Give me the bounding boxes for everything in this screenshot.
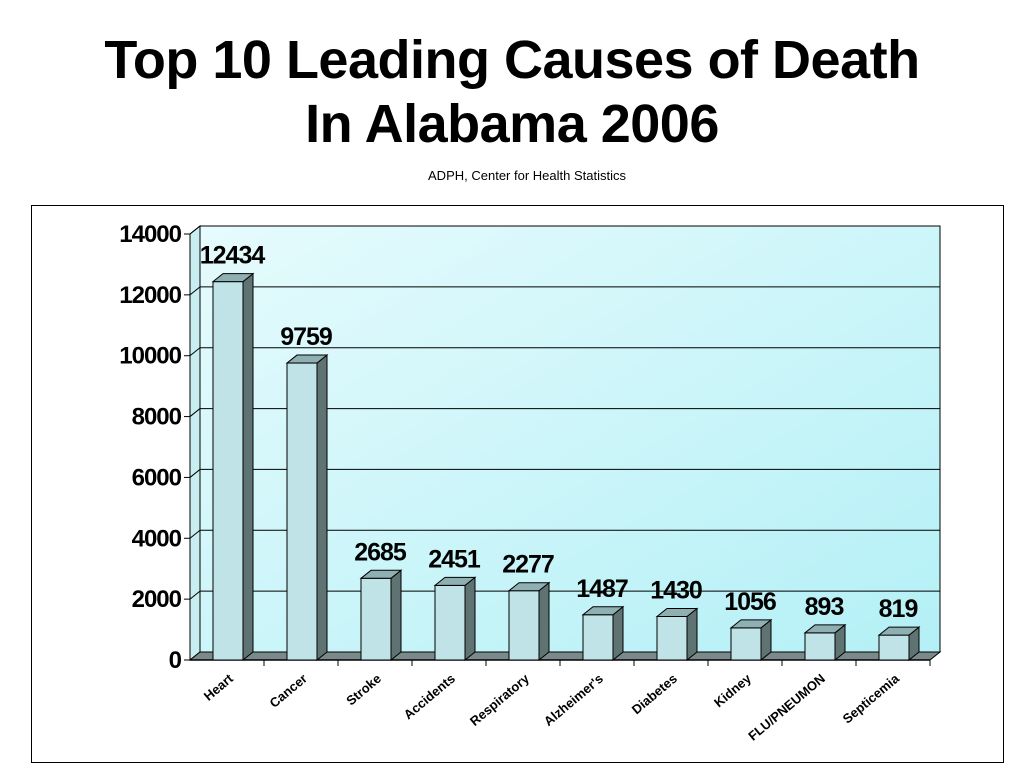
data-label: 2277 <box>502 551 554 579</box>
bar <box>877 626 921 662</box>
gridline-side <box>189 225 201 235</box>
bar-front <box>212 281 244 661</box>
chart-title-line-1: Top 10 Leading Causes of Death <box>104 30 920 90</box>
bar-top <box>581 606 625 616</box>
chart-subtitle: ADPH, Center for Health Statistics <box>428 168 626 183</box>
gridline-side <box>189 286 201 296</box>
bar-front <box>286 362 318 661</box>
y-tick-label: 12000 <box>119 282 181 309</box>
data-label: 1487 <box>576 575 628 603</box>
y-tick-labels: 0 2000 4000 6000 8000 10000 12000 14000 <box>119 221 182 674</box>
y-tick-label: 0 <box>169 647 182 674</box>
category-label: Cancer <box>267 671 310 711</box>
bar-side <box>612 605 624 662</box>
bar <box>803 623 847 662</box>
bar-side <box>464 576 476 662</box>
bars <box>211 272 921 662</box>
data-label: 1430 <box>650 576 702 604</box>
y-tick-label: 10000 <box>119 343 181 370</box>
bar-side <box>686 607 698 662</box>
bar <box>507 581 551 662</box>
bar-side <box>316 354 328 662</box>
category-label: Septicemia <box>840 670 903 726</box>
bar-top <box>507 582 551 592</box>
bar <box>433 576 477 662</box>
bar-side <box>390 569 402 662</box>
data-label: 12434 <box>200 242 266 270</box>
bar-front <box>804 632 836 661</box>
data-label: 2685 <box>354 538 407 566</box>
category-label: Diabetes <box>629 671 680 717</box>
data-label: 9759 <box>280 323 332 351</box>
category-label: Heart <box>201 670 237 703</box>
bar <box>729 618 773 662</box>
gridline-side <box>189 469 201 478</box>
bar-top <box>211 273 255 283</box>
bar-front <box>582 614 614 661</box>
bar-top <box>285 354 329 364</box>
category-label: Respiratory <box>467 670 533 728</box>
bar-side <box>538 581 550 662</box>
chart-title-line-2: In Alabama 2006 <box>305 94 719 154</box>
bar-front <box>508 590 540 661</box>
bar <box>285 354 329 662</box>
category-label: FLU/PNEUMON <box>745 671 828 744</box>
bar-top <box>655 607 699 617</box>
bar-top <box>729 619 773 629</box>
bar-front <box>656 615 688 661</box>
y-tick-label: 8000 <box>132 404 182 431</box>
gridline-side <box>189 408 201 417</box>
data-label: 819 <box>879 595 918 623</box>
data-label: 2451 <box>428 545 481 573</box>
bar-top <box>803 624 847 634</box>
bar <box>581 605 625 662</box>
y-tick-label: 14000 <box>119 221 181 248</box>
bar-top <box>433 576 477 586</box>
chart-title: Top 10 Leading Causes of Death In Alabam… <box>0 28 1024 156</box>
category-label: Stroke <box>343 671 384 709</box>
data-label: 1056 <box>724 588 776 616</box>
category-labels: Heart Cancer Stroke Accidents Respiratory Alz… <box>201 670 903 743</box>
bar <box>211 272 255 662</box>
bar-front <box>434 584 466 661</box>
bar-top <box>359 569 403 579</box>
category-label: Accidents <box>401 671 458 722</box>
bar-top <box>877 626 921 636</box>
y-tick-label: 2000 <box>132 586 182 613</box>
gridline-side <box>189 529 201 539</box>
category-label: Alzheimer's <box>541 671 606 729</box>
y-tick-label: 6000 <box>132 464 182 491</box>
bar-front <box>878 634 910 661</box>
gridline-side <box>189 590 201 600</box>
data-labels: 12434 9759 2685 2451 2277 1487 1430 1056 893 819 <box>200 242 919 623</box>
bar <box>655 607 699 662</box>
category-label: Kidney <box>711 670 754 710</box>
bar-front <box>360 577 392 661</box>
bar-front <box>730 627 762 661</box>
gridline-side <box>189 347 201 357</box>
bar <box>359 569 403 662</box>
bar-side <box>242 272 254 662</box>
y-tick-label: 4000 <box>132 525 182 552</box>
data-label: 893 <box>805 593 844 621</box>
